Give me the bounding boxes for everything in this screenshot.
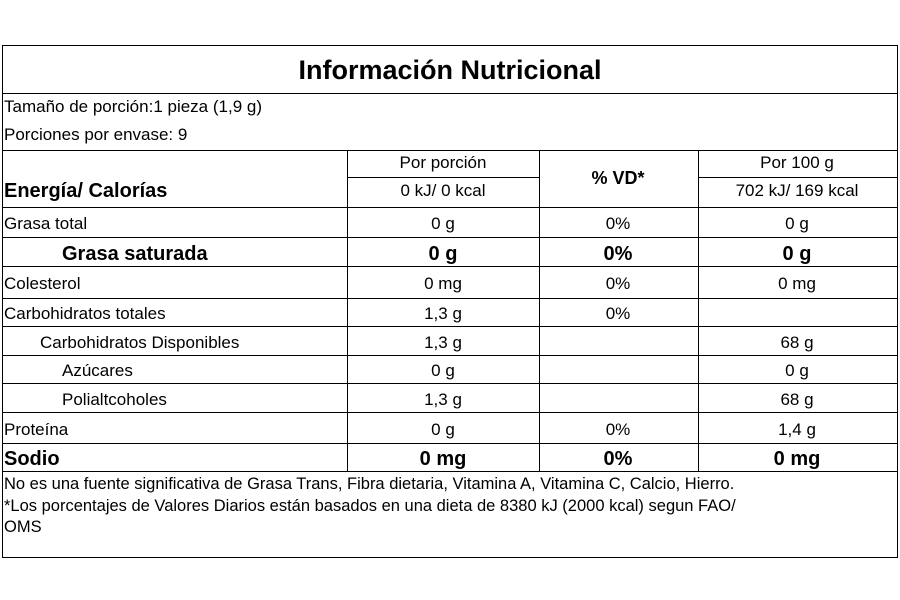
title: Información Nutricional [298, 55, 602, 85]
nutrient-value: 0% [603, 448, 633, 470]
nutrient-value: 1,3 g [424, 332, 462, 352]
rule [2, 326, 897, 327]
label-box [2, 45, 898, 558]
nutrient-value: 68 g [780, 389, 814, 409]
rule [2, 298, 897, 299]
energy-value: 0 kJ/ 0 kcal [400, 181, 486, 200]
rule [2, 471, 897, 472]
nutrient-label: Carbohidratos totales [4, 304, 166, 323]
nutrient-label: Grasa total [4, 214, 88, 233]
nutrient-value: 0% [605, 214, 631, 233]
nutrient-label: Grasa saturada [62, 242, 208, 265]
nutrient-value: 1,3 g [424, 389, 462, 409]
nutrient-value: 0 g [431, 419, 455, 439]
rule [2, 266, 897, 267]
nutrient-label: Colesterol [4, 274, 81, 293]
column-rule [347, 150, 348, 471]
energy-label: Energía/ Calorías [4, 180, 168, 202]
rule [347, 177, 539, 178]
header: % VD* [591, 168, 645, 188]
footnote: OMS [4, 518, 42, 536]
nutrient-value: 1,3 g [424, 304, 462, 323]
nutrient-value: 0 g [782, 242, 812, 265]
footnote: *Los porcentajes de Valores Diarios está… [4, 496, 736, 515]
header: Por porción [399, 153, 487, 172]
column-rule [539, 150, 540, 471]
nutrient-value: 68 g [780, 332, 814, 352]
energy-value: 702 kJ/ 169 kcal [735, 181, 859, 200]
nutrient-value: 0 g [431, 214, 455, 233]
nutrient-label: Sodio [4, 448, 60, 470]
column-rule [698, 150, 699, 471]
header: Por 100 g [760, 153, 834, 172]
nutrient-label: Azúcares [62, 361, 133, 380]
rule [2, 412, 897, 413]
rule [2, 355, 897, 356]
nutrient-value: 1,4 g [778, 419, 816, 439]
rule [2, 443, 897, 444]
nutrient-label: Carbohidratos Disponibles [40, 332, 240, 352]
nutrient-value: 0 mg [778, 274, 816, 293]
nutrient-label: Polialtcoholes [62, 389, 167, 409]
nutrient-value: 0 mg [424, 274, 462, 293]
rule [2, 237, 897, 238]
servings-per-pack: Porciones por envase: 9 [4, 125, 188, 144]
rule [2, 207, 897, 208]
footnote: No es una fuente significativa de Grasa … [4, 475, 735, 493]
nutrient-label: Proteína [4, 419, 69, 439]
serving-size: Tamaño de porción:1 pieza (1,9 g) [4, 97, 262, 116]
nutrient-value: 0% [603, 242, 633, 265]
rule [2, 150, 897, 151]
nutrient-value: 0 g [785, 214, 809, 233]
rule [2, 383, 897, 384]
nutrient-value: 0 g [785, 361, 809, 380]
rule [2, 93, 897, 94]
nutrient-value: 0 mg [419, 448, 467, 470]
nutrient-value: 0% [605, 419, 631, 439]
nutrient-value: 0% [605, 304, 631, 323]
nutrient-value: 0 mg [773, 448, 821, 470]
rule [698, 177, 897, 178]
nutrient-value: 0 g [428, 242, 458, 265]
nutrient-value: 0% [605, 274, 631, 293]
nutrient-value: 0 g [431, 361, 455, 380]
